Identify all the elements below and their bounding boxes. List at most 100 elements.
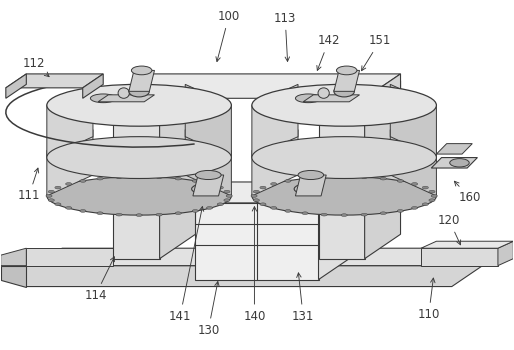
Text: 142: 142 bbox=[317, 34, 340, 70]
Ellipse shape bbox=[298, 170, 324, 180]
Polygon shape bbox=[390, 84, 436, 158]
Ellipse shape bbox=[217, 186, 224, 189]
Polygon shape bbox=[390, 130, 436, 196]
Polygon shape bbox=[195, 182, 354, 203]
Polygon shape bbox=[6, 74, 26, 98]
Polygon shape bbox=[114, 81, 195, 105]
Ellipse shape bbox=[55, 203, 61, 206]
Ellipse shape bbox=[450, 159, 469, 167]
Polygon shape bbox=[114, 105, 160, 259]
Ellipse shape bbox=[431, 195, 437, 197]
Polygon shape bbox=[1, 266, 26, 287]
Ellipse shape bbox=[260, 203, 266, 206]
Ellipse shape bbox=[252, 136, 436, 178]
Ellipse shape bbox=[66, 183, 72, 186]
Polygon shape bbox=[193, 175, 224, 196]
Polygon shape bbox=[185, 130, 231, 196]
Polygon shape bbox=[498, 241, 513, 266]
Text: 113: 113 bbox=[274, 12, 297, 61]
Ellipse shape bbox=[48, 199, 54, 202]
Polygon shape bbox=[47, 84, 93, 158]
Ellipse shape bbox=[260, 186, 266, 189]
Ellipse shape bbox=[48, 190, 54, 193]
Text: 120: 120 bbox=[438, 214, 461, 245]
Ellipse shape bbox=[47, 136, 231, 178]
Ellipse shape bbox=[97, 212, 103, 215]
Ellipse shape bbox=[217, 203, 224, 206]
Ellipse shape bbox=[195, 170, 221, 180]
Text: 141: 141 bbox=[169, 206, 204, 323]
Ellipse shape bbox=[412, 183, 418, 186]
Ellipse shape bbox=[302, 212, 308, 215]
Text: 160: 160 bbox=[454, 181, 481, 204]
Polygon shape bbox=[252, 130, 298, 196]
Ellipse shape bbox=[361, 213, 368, 216]
Ellipse shape bbox=[429, 199, 435, 202]
Polygon shape bbox=[98, 95, 155, 102]
Polygon shape bbox=[252, 84, 298, 158]
Polygon shape bbox=[319, 182, 354, 280]
Ellipse shape bbox=[192, 180, 198, 182]
Polygon shape bbox=[195, 203, 319, 280]
Ellipse shape bbox=[422, 203, 428, 206]
Ellipse shape bbox=[116, 213, 122, 216]
Polygon shape bbox=[296, 175, 326, 196]
Text: 111: 111 bbox=[17, 168, 40, 202]
Ellipse shape bbox=[118, 88, 130, 98]
Polygon shape bbox=[160, 81, 195, 259]
Ellipse shape bbox=[192, 184, 220, 194]
Text: 114: 114 bbox=[84, 257, 115, 302]
Ellipse shape bbox=[429, 190, 435, 193]
Text: 131: 131 bbox=[292, 273, 315, 323]
Text: 140: 140 bbox=[243, 207, 266, 323]
Polygon shape bbox=[114, 74, 400, 98]
Polygon shape bbox=[47, 130, 93, 196]
Polygon shape bbox=[26, 248, 488, 266]
Ellipse shape bbox=[90, 94, 116, 103]
Ellipse shape bbox=[422, 186, 428, 189]
Text: 110: 110 bbox=[417, 278, 440, 321]
Ellipse shape bbox=[136, 214, 142, 217]
Ellipse shape bbox=[116, 176, 122, 178]
Polygon shape bbox=[303, 95, 359, 102]
Polygon shape bbox=[1, 248, 26, 266]
Ellipse shape bbox=[207, 183, 213, 186]
Ellipse shape bbox=[55, 186, 61, 189]
Ellipse shape bbox=[46, 195, 52, 197]
Ellipse shape bbox=[321, 176, 327, 178]
Ellipse shape bbox=[380, 212, 387, 215]
Polygon shape bbox=[364, 81, 400, 259]
Polygon shape bbox=[431, 158, 478, 168]
Text: 112: 112 bbox=[23, 57, 49, 77]
Ellipse shape bbox=[271, 183, 277, 186]
Ellipse shape bbox=[252, 177, 436, 215]
Ellipse shape bbox=[337, 66, 357, 75]
Ellipse shape bbox=[296, 94, 321, 103]
Ellipse shape bbox=[380, 177, 387, 180]
Ellipse shape bbox=[397, 210, 403, 212]
Ellipse shape bbox=[334, 86, 354, 97]
Ellipse shape bbox=[129, 86, 150, 97]
Ellipse shape bbox=[341, 214, 347, 217]
Ellipse shape bbox=[47, 177, 231, 215]
Ellipse shape bbox=[80, 180, 86, 182]
Ellipse shape bbox=[224, 190, 230, 193]
Ellipse shape bbox=[224, 199, 230, 202]
Ellipse shape bbox=[321, 213, 327, 216]
Polygon shape bbox=[83, 74, 103, 98]
Ellipse shape bbox=[251, 195, 257, 197]
Polygon shape bbox=[185, 84, 231, 158]
Ellipse shape bbox=[66, 206, 72, 209]
Ellipse shape bbox=[294, 184, 322, 194]
Ellipse shape bbox=[397, 180, 403, 182]
Polygon shape bbox=[26, 248, 114, 266]
Ellipse shape bbox=[136, 175, 142, 178]
Polygon shape bbox=[26, 248, 488, 287]
Text: 130: 130 bbox=[197, 281, 219, 337]
Ellipse shape bbox=[285, 210, 291, 212]
Polygon shape bbox=[334, 70, 359, 91]
Ellipse shape bbox=[361, 176, 368, 178]
Polygon shape bbox=[129, 70, 155, 91]
Text: 100: 100 bbox=[216, 10, 240, 62]
Ellipse shape bbox=[412, 206, 418, 209]
